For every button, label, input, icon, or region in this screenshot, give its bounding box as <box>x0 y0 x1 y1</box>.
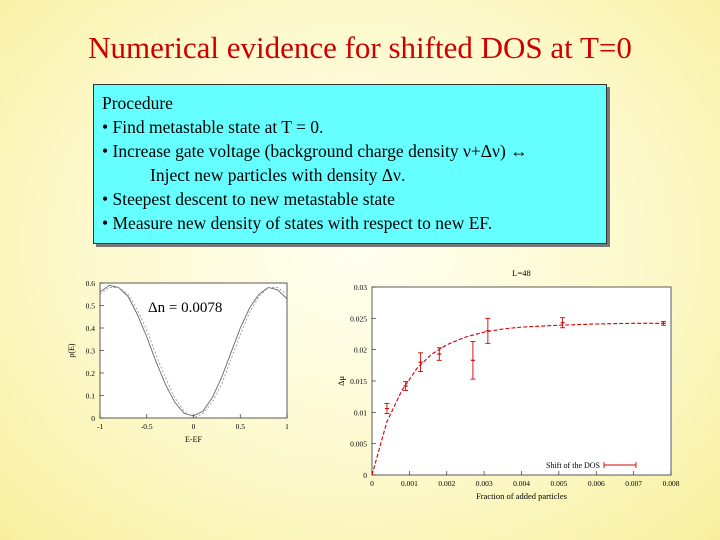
x-tick-label: 0.002 <box>438 479 455 488</box>
y-tick-label: 0.025 <box>350 314 367 323</box>
dos-series-1 <box>99 284 288 417</box>
x-axis-label: Fraction of added particles <box>476 491 567 501</box>
y-axis-label: Δμ <box>336 376 346 386</box>
y-axis-label: ρ(E) <box>67 343 76 358</box>
procedure-item-1: • Find metastable state at T = 0. <box>102 117 324 137</box>
x-tick-label: 0.007 <box>625 479 642 488</box>
x-tick-label: 0 <box>370 479 374 488</box>
procedure-item-4: • Measure new density of states with res… <box>102 213 493 233</box>
y-tick-label: 0.6 <box>86 279 96 288</box>
y-tick-label: 0.1 <box>86 392 96 401</box>
x-tick-label: 0.008 <box>663 479 680 488</box>
plot-frame <box>99 282 288 419</box>
y-tick-label: 0.005 <box>350 440 367 449</box>
procedure-box: Procedure • Find metastable state at T =… <box>93 84 607 244</box>
procedure-item-3: • Steepest descent to new metastable sta… <box>102 189 395 209</box>
x-tick-label: 0.5 <box>236 422 246 431</box>
y-tick-label: 0 <box>91 414 95 423</box>
y-tick-label: 0.03 <box>354 283 367 292</box>
x-tick-label: 0.006 <box>588 479 605 488</box>
procedure-item-2-continued: Inject new particles with density Δν. <box>150 165 406 185</box>
fit-curve <box>371 322 664 476</box>
x-tick-label: -0.5 <box>141 422 153 431</box>
legend-label: Shift of the DOS <box>546 461 600 470</box>
procedure-item-2: • Increase gate voltage (background char… <box>102 141 528 161</box>
y-tick-label: 0.015 <box>350 377 367 386</box>
slide-title: Numerical evidence for shifted DOS at T=… <box>88 30 632 65</box>
x-axis-label: E-EF <box>185 435 202 444</box>
y-tick-label: 0.4 <box>86 324 96 333</box>
x-tick-label: -1 <box>97 422 103 431</box>
procedure-heading: Procedure <box>102 93 173 113</box>
x-tick-label: 1 <box>285 422 289 431</box>
x-tick-label: 0.001 <box>401 479 418 488</box>
dos-series-2 <box>99 287 288 419</box>
x-tick-label: 0.004 <box>513 479 530 488</box>
x-tick-label: 0.005 <box>550 479 567 488</box>
chart-title: L=48 <box>512 268 531 278</box>
y-tick-label: 0.3 <box>86 347 96 356</box>
y-tick-label: 0 <box>363 471 367 480</box>
y-tick-label: 0.01 <box>354 408 367 417</box>
plot-frame <box>371 286 672 476</box>
x-tick-label: 0 <box>192 422 196 431</box>
x-tick-label: 0.003 <box>476 479 493 488</box>
y-tick-label: 0.2 <box>86 369 96 378</box>
y-tick-label: 0.5 <box>86 302 96 311</box>
y-tick-label: 0.02 <box>354 346 367 355</box>
delta-n-annotation: Δn = 0.0078 <box>148 300 222 316</box>
